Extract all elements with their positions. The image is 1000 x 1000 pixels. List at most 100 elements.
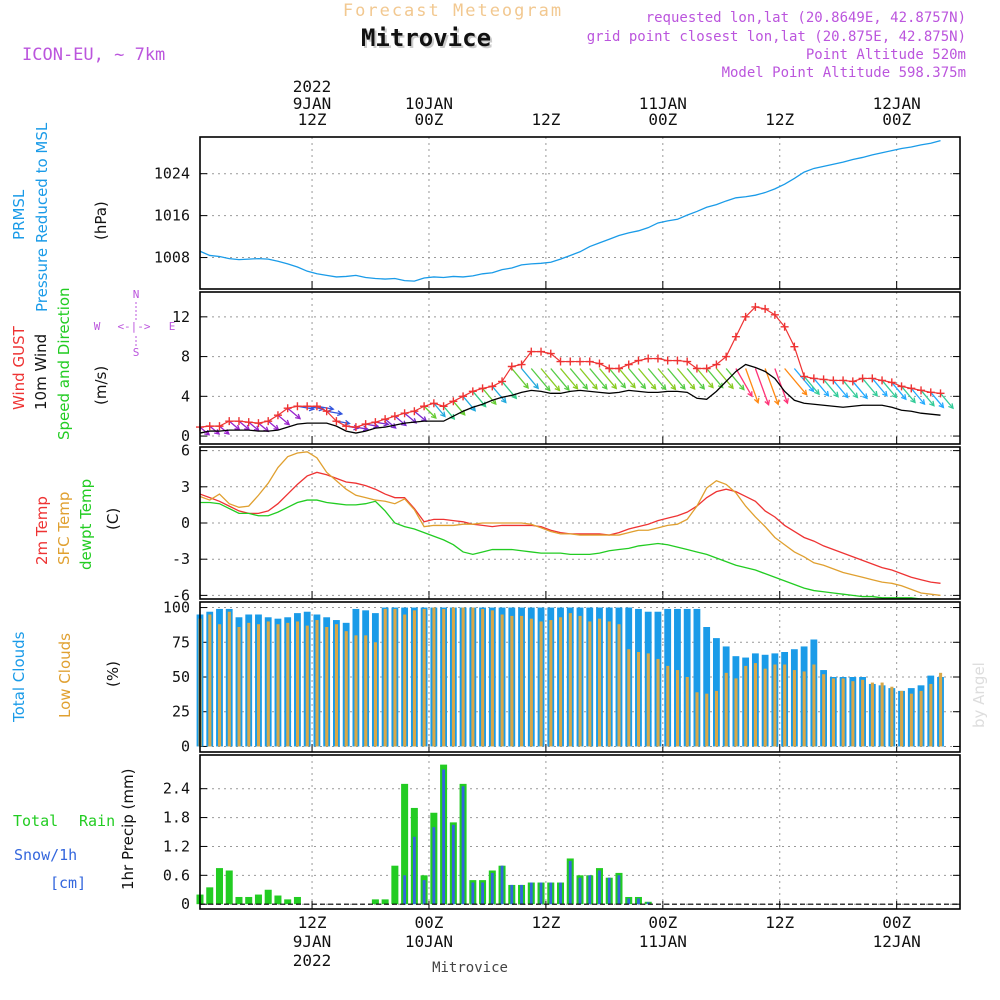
low-cloud-bar bbox=[880, 682, 884, 747]
bottom-axis-hour: 00Z bbox=[415, 913, 444, 932]
low-cloud-bar bbox=[851, 681, 855, 747]
wind-gust-marker bbox=[673, 356, 682, 365]
wind-arrow-head bbox=[852, 392, 859, 399]
wind-gust-marker bbox=[244, 418, 253, 427]
wind-gust-marker bbox=[926, 388, 935, 397]
bottom-axis-date: 9JAN bbox=[293, 932, 332, 951]
y-tick-label: -6 bbox=[172, 586, 190, 604]
precip-label-total: Total bbox=[13, 812, 58, 830]
wind-direction-arrow bbox=[482, 387, 497, 405]
wind-gust-marker bbox=[712, 360, 721, 369]
low-cloud-bar bbox=[500, 614, 504, 747]
compass-arrows: <-|-> bbox=[117, 320, 150, 333]
wind-gust-marker bbox=[225, 417, 234, 426]
wind-arrow-head bbox=[650, 383, 657, 391]
y-tick-label: 12 bbox=[172, 308, 190, 326]
temp-label-2: SFC Temp bbox=[55, 492, 73, 565]
wind-direction-arrow bbox=[560, 368, 579, 390]
clouds-label-2: Low Clouds bbox=[56, 633, 74, 718]
wind-label-1: Wind GUST bbox=[10, 325, 28, 410]
low-cloud-bar bbox=[383, 608, 387, 747]
wind-gust-marker bbox=[566, 357, 575, 366]
wind-direction-arrow bbox=[569, 368, 588, 390]
wind-arrow-head bbox=[511, 393, 518, 400]
wind-direction-arrow bbox=[228, 420, 240, 431]
wind-arrow-head bbox=[601, 383, 608, 390]
wind-gust-marker bbox=[546, 349, 555, 358]
wind-direction-arrow bbox=[686, 368, 705, 390]
low-cloud-bar bbox=[705, 693, 709, 747]
wind-unit: (m/s) bbox=[92, 366, 110, 405]
y-tick-label: 0 bbox=[181, 737, 190, 755]
y-tick-label: 50 bbox=[172, 668, 190, 686]
wind-gust-marker bbox=[731, 332, 740, 341]
wind-direction-arrow bbox=[384, 418, 397, 429]
temp-dewpt-line bbox=[200, 499, 941, 600]
rain-bar bbox=[284, 899, 292, 905]
low-cloud-bar bbox=[919, 690, 923, 747]
snow-bar bbox=[549, 882, 553, 905]
wind-gust-marker bbox=[809, 374, 818, 383]
snow-bar bbox=[442, 769, 445, 905]
wind-direction-arrow bbox=[676, 368, 696, 390]
wind-arrow-head bbox=[717, 382, 724, 389]
bottom-axis-date: 11JAN bbox=[639, 932, 687, 951]
wind-gust-marker bbox=[839, 376, 848, 385]
low-cloud-bar bbox=[344, 631, 348, 747]
wind-arrow-head bbox=[929, 400, 935, 407]
y-tick-label: 2.4 bbox=[163, 780, 190, 798]
wind-direction-arrow bbox=[754, 368, 770, 405]
top-axis-date: 11JAN bbox=[639, 94, 687, 113]
snow-bar bbox=[510, 884, 514, 905]
wind-gust-marker bbox=[273, 411, 282, 420]
low-cloud-bar bbox=[831, 678, 835, 747]
snow-bar bbox=[559, 882, 562, 905]
top-axis-date: 10JAN bbox=[405, 94, 453, 113]
wind-gust-marker bbox=[400, 409, 409, 418]
wind-gust-marker bbox=[312, 402, 321, 411]
footer-location: Mitrovice bbox=[432, 960, 508, 976]
low-cloud-bar bbox=[666, 665, 670, 747]
wind-gust-marker bbox=[644, 354, 653, 363]
wind-direction-arrow bbox=[920, 389, 935, 407]
snow-bar bbox=[598, 870, 601, 905]
wind-arrow-head bbox=[842, 392, 849, 399]
low-cloud-bar bbox=[588, 621, 592, 747]
wind-panel-labels: Wind GUST 10m Wind Speed and Direction (… bbox=[10, 287, 175, 440]
wind-arrow-head bbox=[773, 399, 780, 406]
wind-arrow-head bbox=[554, 385, 561, 392]
pressure-label-1: PRMSL bbox=[10, 189, 28, 240]
wind-direction-arrow bbox=[725, 368, 745, 391]
wind-gust-marker bbox=[907, 384, 916, 393]
wind-gust-marker bbox=[800, 372, 809, 381]
wind-arrow-head bbox=[708, 382, 714, 389]
wind-direction-arrow bbox=[579, 368, 598, 390]
wind-arrow-head bbox=[611, 383, 618, 390]
rain-bar bbox=[391, 865, 399, 905]
wind-direction-arrow bbox=[238, 420, 250, 431]
snow-bar bbox=[578, 877, 582, 905]
wind-gust-marker bbox=[858, 374, 867, 383]
low-cloud-bar bbox=[598, 618, 602, 747]
wind-gust-marker bbox=[663, 356, 672, 365]
wind-arrow-head bbox=[533, 383, 540, 390]
low-cloud-bar bbox=[208, 614, 212, 747]
wind-gust-marker bbox=[459, 392, 468, 401]
wind-gust-marker bbox=[605, 364, 614, 373]
wind-arrow-head bbox=[400, 420, 407, 427]
wind-direction-arrow bbox=[910, 387, 925, 405]
temp-unit: (C) bbox=[104, 508, 122, 530]
panel-frame bbox=[199, 291, 961, 445]
wind-arrow-head bbox=[592, 383, 598, 390]
gridpoint-coords: grid point closest lon,lat (20.875E, 42.… bbox=[587, 29, 966, 45]
low-cloud-bar bbox=[227, 611, 231, 747]
low-cloud-bar bbox=[753, 663, 757, 747]
low-cloud-bar bbox=[900, 690, 904, 747]
wind-direction-arrow bbox=[618, 368, 636, 389]
rain-bar bbox=[401, 783, 409, 905]
wind-direction-arrow bbox=[433, 402, 446, 417]
wind-arrow-head bbox=[833, 391, 839, 398]
wind-direction-arrow bbox=[735, 368, 753, 397]
wind-gust-marker bbox=[478, 384, 487, 393]
